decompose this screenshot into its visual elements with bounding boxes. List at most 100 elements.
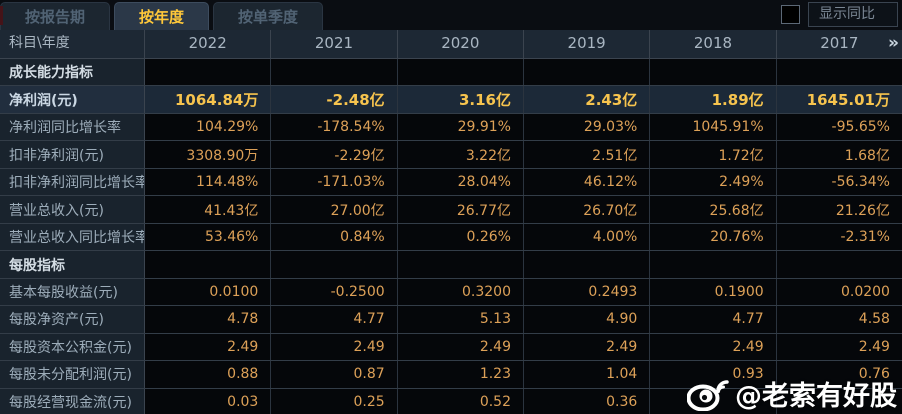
cell-value — [271, 251, 398, 278]
cell-value: 0.2493 — [523, 278, 651, 306]
cell-value: 53.46% — [145, 223, 272, 251]
cell-value: 2.49 — [397, 333, 524, 361]
table-row: 营业总收入同比增长率 53.46% 0.84% 0.26% 4.00% 20.76% -2.… — [0, 223, 902, 252]
show-yoy-button[interactable]: 显示同比 — [808, 2, 898, 27]
cell-value: 2.49 — [523, 333, 651, 361]
cell-value: 1064.84万 — [145, 86, 272, 113]
year-header-2020: 2020 — [398, 30, 524, 58]
corner-label: 科目\年度 — [0, 30, 145, 58]
cell-value: 2.49% — [650, 168, 777, 196]
cell-value: 0.84% — [271, 223, 398, 251]
cell-value: 0.26% — [397, 223, 524, 251]
cell-value: 29.03% — [523, 113, 651, 141]
table-row: 净利润(元) 1064.84万 -2.48亿 3.16亿 2.43亿 1.89亿 1645.… — [0, 86, 902, 114]
cell-value — [397, 251, 524, 278]
cell-value: 21.26亿 — [776, 196, 902, 223]
cell-value: -171.03% — [271, 168, 398, 196]
cell-value: 3.22亿 — [397, 141, 524, 168]
cell-value: 1.89亿 — [650, 86, 777, 113]
more-columns-icon[interactable]: » — [887, 33, 899, 53]
cell-value: 0.87 — [271, 361, 398, 388]
row-label: 扣非净利润同比增长率 — [0, 168, 145, 196]
table-row: 每股净资产(元) 4.78 4.77 5.13 4.90 4.77 4.58 — [0, 306, 902, 334]
cell-value: 1645.01万 — [776, 86, 902, 113]
row-label: 基本每股收益(元) — [0, 278, 145, 306]
cell-value: 26.70亿 — [523, 196, 651, 223]
cell-value: 3308.90万 — [145, 141, 272, 168]
cell-value: 2.49 — [650, 333, 777, 361]
cell-value: 20.76% — [650, 223, 777, 251]
cell-value: 1.04 — [523, 361, 651, 388]
cell-value — [776, 251, 902, 278]
cell-value: 0.52 — [397, 388, 524, 414]
year-header-2019: 2019 — [524, 30, 651, 58]
row-label: 每股净资产(元) — [0, 306, 145, 333]
cell-value: 2.51亿 — [523, 141, 651, 168]
show-yoy-checkbox[interactable] — [781, 5, 800, 24]
cell-value: -178.54% — [271, 113, 398, 141]
row-label: 营业总收入(元) — [0, 196, 145, 223]
cell-value: -95.65% — [776, 113, 902, 141]
cell-value: 0.0200 — [776, 278, 902, 306]
cell-value: 0.93 — [650, 361, 777, 388]
cell-value: 46.12% — [523, 168, 651, 196]
yoy-controls: 显示同比 — [781, 2, 902, 27]
table-body: 成长能力指标 净利润(元) 1064.84万 -2.48亿 3.16亿 2.43亿 1.89… — [0, 59, 902, 414]
cell-value: 0.03 — [145, 388, 272, 414]
cell-value — [271, 59, 398, 86]
cell-value — [523, 251, 651, 278]
cell-value: 3.16亿 — [397, 86, 524, 113]
row-label: 成长能力指标 — [0, 59, 145, 86]
table-row: 每股经营现金流(元) 0.03 0.25 0.52 0.36 — [0, 388, 902, 414]
table-row: 营业总收入(元) 41.43亿 27.00亿 26.77亿 26.70亿 25.68亿 21… — [0, 196, 902, 224]
cell-value: 2.43亿 — [523, 86, 651, 113]
cell-value: 0.76 — [776, 361, 902, 388]
table-row: 每股未分配利润(元) 0.88 0.87 1.23 1.04 0.93 0.76 — [0, 361, 902, 389]
row-label: 净利润(元) — [0, 86, 145, 113]
cell-value: 2.49 — [145, 333, 272, 361]
row-label: 扣非净利润(元) — [0, 141, 145, 168]
cell-value — [523, 59, 651, 86]
tab-by-single-quarter[interactable]: 按单季度 — [213, 2, 324, 30]
cell-value: 0.1900 — [650, 278, 777, 306]
year-header-2018: 2018 — [650, 30, 777, 58]
row-label: 每股资本公积金(元) — [0, 333, 145, 361]
cell-value — [145, 251, 272, 278]
cell-value — [776, 388, 902, 414]
cell-value: 27.00亿 — [271, 196, 398, 223]
cell-value: 28.04% — [397, 168, 524, 196]
year-header-label: 2017 — [820, 34, 859, 52]
tab-bar: 按报告期 按年度 按单季度 显示同比 — [0, 0, 902, 30]
cell-value: 41.43亿 — [145, 196, 272, 223]
cell-value: 4.77 — [650, 306, 777, 333]
cell-value: 0.0100 — [145, 278, 272, 306]
cell-value: 1.72亿 — [650, 141, 777, 168]
cell-value: 4.90 — [523, 306, 651, 333]
cell-value: 1.68亿 — [776, 141, 902, 168]
cell-value — [397, 59, 524, 86]
tab-by-report-period[interactable]: 按报告期 — [0, 2, 111, 30]
cell-value: 1045.91% — [650, 113, 777, 141]
table-section-row: 成长能力指标 — [0, 59, 902, 87]
table-header-row: 科目\年度 2022 2021 2020 2019 2018 2017 » — [0, 30, 902, 59]
left-edge-accent — [0, 6, 3, 25]
cell-value: 104.29% — [145, 113, 272, 141]
cell-value: -2.31% — [776, 223, 902, 251]
cell-value: 4.00% — [523, 223, 651, 251]
tab-by-year[interactable]: 按年度 — [114, 2, 210, 30]
table-row: 基本每股收益(元) 0.0100 -0.2500 0.3200 0.2493 0.1900… — [0, 278, 902, 307]
cell-value: 4.77 — [271, 306, 398, 333]
year-header-2017: 2017 » — [777, 30, 902, 58]
cell-value: 114.48% — [145, 168, 272, 196]
cell-value: 0.3200 — [397, 278, 524, 306]
cell-value — [776, 59, 902, 86]
cell-value — [650, 388, 777, 414]
cell-value: -2.48亿 — [271, 86, 398, 113]
cell-value: 25.68亿 — [650, 196, 777, 223]
cell-value: 4.78 — [145, 306, 272, 333]
cell-value: 0.25 — [271, 388, 398, 414]
cell-value: 1.23 — [397, 361, 524, 388]
cell-value: 5.13 — [397, 306, 524, 333]
cell-value: 0.36 — [523, 388, 651, 414]
